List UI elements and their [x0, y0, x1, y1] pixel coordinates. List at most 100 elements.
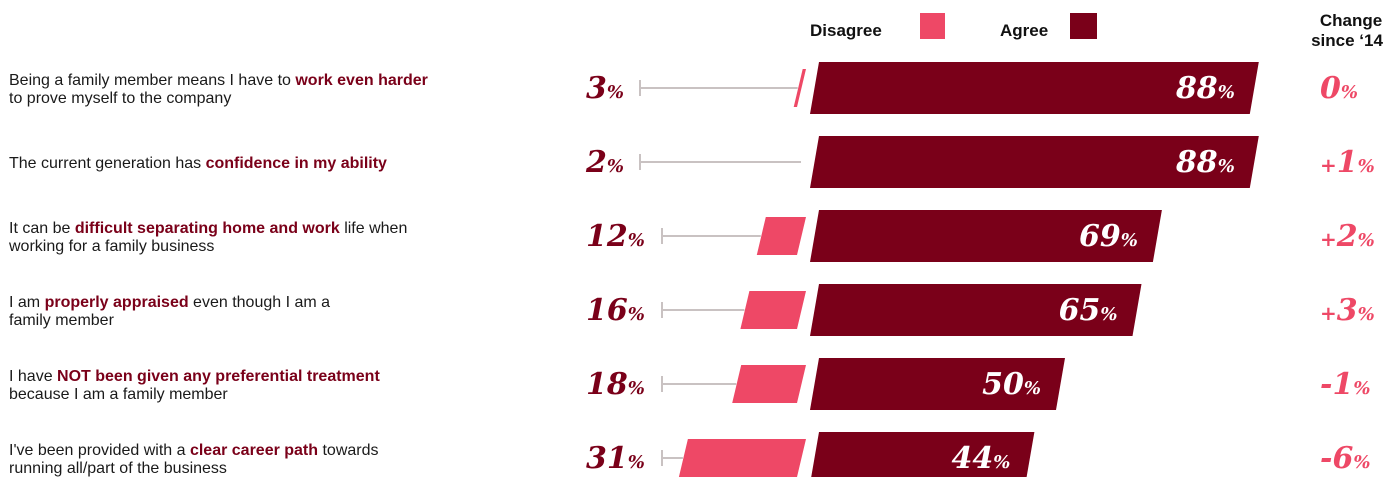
change-value-label: +2% [1320, 219, 1375, 254]
agree-bar [810, 284, 1142, 336]
change-value-label: -6% [1320, 441, 1370, 476]
disagree-value: 12 [586, 219, 628, 254]
change-value: -6 [1320, 441, 1353, 476]
chart-row: I am properly appraised even though I am… [9, 284, 1375, 336]
disagree-bar [678, 439, 806, 477]
disagree-value: 18 [586, 367, 628, 402]
change-percent: % [1341, 82, 1358, 103]
statement-label: working for a family business [8, 238, 214, 255]
disagree-value-label: 2% [585, 145, 624, 180]
change-sign: + [1320, 227, 1337, 251]
change-value-label: -1% [1320, 367, 1370, 402]
statement-text: even though I am a [189, 294, 331, 311]
agree-bar [811, 432, 1035, 477]
statement-label: to prove myself to the company [9, 90, 231, 107]
disagree-value-label: 16% [586, 293, 645, 328]
disagree-bar [740, 291, 806, 329]
disagree-value: 3 [586, 71, 607, 106]
agree-value: 88 [1175, 71, 1218, 106]
disagree-percent: % [607, 156, 624, 177]
agree-value-label: 65% [1059, 293, 1118, 328]
agree-value-label: 69% [1079, 219, 1138, 254]
agree-bar [810, 358, 1065, 410]
chart-row: The current generation has confidence in… [9, 136, 1375, 188]
chart-row: Being a family member means I have to wo… [9, 62, 1358, 114]
change-percent: % [1358, 304, 1375, 325]
change-value-label: 0% [1320, 71, 1358, 106]
change-value: 3 [1337, 293, 1358, 328]
agree-value: 44 [952, 441, 994, 476]
disagree-value-label: 12% [586, 219, 645, 254]
legend: Disagree Agree Change since ‘14 [810, 11, 1383, 50]
statement-label: family member [9, 312, 115, 329]
statement-text: Being a family member means I have to [9, 72, 295, 89]
statement-label: I am properly appraised even though I am… [9, 294, 330, 311]
chart-row: I've been provided with a clear career p… [9, 432, 1370, 477]
statement-text: I am [9, 294, 45, 311]
disagree-percent: % [628, 304, 645, 325]
change-percent: % [1358, 156, 1375, 177]
change-sign: + [1320, 301, 1337, 325]
agree-value-label: 50% [982, 367, 1041, 402]
statement-text: family member [9, 312, 115, 329]
disagree-percent: % [628, 452, 645, 473]
statement-highlight: difficult separating home and work [75, 220, 340, 237]
statement-label: It can be difficult separating home and … [9, 220, 407, 237]
statement-text: to prove myself to the company [9, 90, 231, 107]
statement-text: The current generation has [9, 155, 206, 172]
agree-percent: % [1218, 82, 1235, 103]
statement-text: towards [318, 442, 378, 459]
change-header-line1: Change [1320, 11, 1382, 30]
agree-percent: % [993, 452, 1010, 473]
disagree-bar [793, 69, 806, 107]
agree-percent: % [1121, 230, 1138, 251]
chart-rows: Being a family member means I have to wo… [8, 62, 1375, 477]
agree-value-label: 44% [952, 441, 1011, 476]
agree-percent: % [1100, 304, 1117, 325]
statement-highlight: clear career path [190, 442, 318, 459]
statement-text: because I am a family member [9, 386, 228, 403]
disagree-bar [756, 217, 806, 255]
statement-highlight: NOT been given any preferential treatmen… [57, 368, 380, 385]
statement-label: The current generation has confidence in… [9, 155, 387, 172]
agree-value: 69 [1079, 219, 1121, 254]
change-value: 0 [1320, 71, 1341, 106]
change-value-label: +1% [1320, 145, 1375, 180]
statement-highlight: properly appraised [45, 294, 189, 311]
disagree-bar [732, 365, 806, 403]
statement-text: running all/part of the business [9, 460, 227, 477]
agree-value-label: 88% [1175, 145, 1235, 180]
change-percent: % [1353, 378, 1370, 399]
chart-row: It can be difficult separating home and … [8, 210, 1375, 262]
change-value: -1 [1320, 367, 1353, 402]
agree-bar [810, 210, 1162, 262]
disagree-value-label: 31% [586, 441, 645, 476]
change-percent: % [1358, 230, 1375, 251]
legend-disagree-swatch [920, 13, 945, 39]
agree-value: 88 [1175, 145, 1218, 180]
statement-label: running all/part of the business [9, 460, 227, 477]
statement-highlight: confidence in my ability [206, 155, 387, 172]
statement-text: It can be [9, 220, 75, 237]
change-percent: % [1353, 452, 1370, 473]
agree-percent: % [1024, 378, 1041, 399]
change-value: 2 [1336, 219, 1358, 254]
disagree-value-label: 3% [586, 71, 624, 106]
statement-text: life when [340, 220, 408, 237]
statement-label: I have NOT been given any preferential t… [9, 368, 380, 385]
agree-value: 50 [982, 367, 1024, 402]
legend-disagree-label: Disagree [810, 21, 882, 40]
statement-label: I've been provided with a clear career p… [9, 442, 379, 459]
agree-value-label: 88% [1175, 71, 1235, 106]
change-header-line2: since ‘14 [1311, 31, 1383, 50]
chart-row: I have NOT been given any preferential t… [9, 358, 1370, 410]
statement-label: because I am a family member [9, 386, 228, 403]
statement-highlight: work even harder [294, 72, 428, 89]
agree-bar [810, 62, 1259, 114]
disagree-value: 16 [586, 293, 628, 328]
disagree-percent: % [607, 82, 624, 103]
disagree-value: 2 [585, 145, 607, 180]
change-value: 1 [1337, 145, 1358, 180]
disagree-value: 31 [586, 441, 628, 476]
